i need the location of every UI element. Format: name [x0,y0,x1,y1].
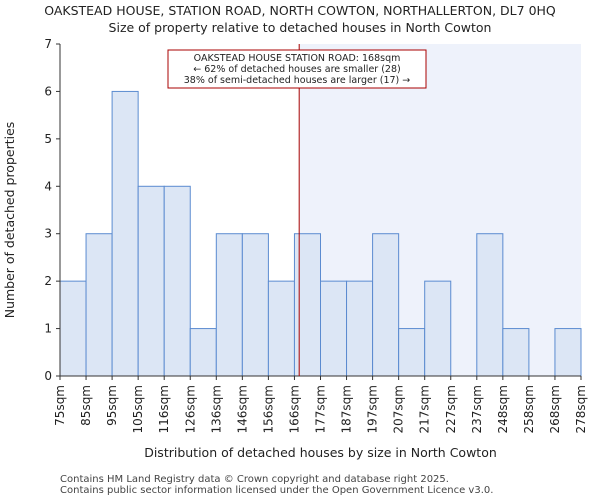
bar-197sqm [372,233,400,377]
annotation-line3: 38% of semi-detached houses are larger (… [184,75,411,86]
x-tick-label-105sqm: 105sqm [131,385,145,433]
bar-248sqm [502,328,530,377]
y-tick-label-7: 7 [44,37,52,51]
bar-85sqm [85,233,113,377]
x-tick-label-217sqm: 217sqm [418,385,432,433]
annotation-line2: ← 62% of detached houses are smaller (28… [193,64,400,75]
chart-title: OAKSTEAD HOUSE, STATION ROAD, NORTH COWT… [44,3,556,18]
x-tick-label-258sqm: 258sqm [522,385,536,433]
x-tick-label-207sqm: 207sqm [392,385,406,433]
bar-126sqm [189,328,217,377]
y-tick-label-0: 0 [44,369,52,383]
bar-177sqm [320,280,348,377]
x-tick-label-268sqm: 268sqm [548,385,562,433]
bar-75sqm [59,280,87,377]
bar-268sqm [554,328,582,377]
bar-146sqm [241,233,269,377]
bar-105sqm [137,185,165,377]
x-tick-label-237sqm: 237sqm [470,385,484,433]
x-tick-label-187sqm: 187sqm [340,385,354,433]
chart-subtitle: Size of property relative to detached ho… [108,20,492,35]
y-axis-title: Number of detached properties [2,122,17,319]
x-tick-label-177sqm: 177sqm [314,385,328,433]
y-tick-label-5: 5 [44,132,52,146]
x-tick-label-75sqm: 75sqm [53,385,67,426]
footer-copyright: Contains HM Land Registry data © Crown c… [60,474,449,485]
bar-237sqm [476,233,504,377]
x-tick-label-227sqm: 227sqm [444,385,458,433]
bar-136sqm [215,233,243,377]
y-tick-label-3: 3 [44,227,52,241]
y-tick-label-2: 2 [44,274,52,288]
bar-187sqm [346,280,374,377]
bar-116sqm [163,185,191,377]
bar-166sqm [293,233,322,377]
bar-95sqm [111,90,139,377]
x-tick-label-146sqm: 146sqm [235,385,249,433]
x-tick-label-197sqm: 197sqm [366,385,380,433]
bar-156sqm [267,280,295,377]
annotation-line1: OAKSTEAD HOUSE STATION ROAD: 168sqm [194,53,401,64]
x-tick-label-156sqm: 156sqm [261,385,275,433]
bar-207sqm [398,328,426,377]
x-tick-label-278sqm: 278sqm [574,385,588,433]
y-tick-label-1: 1 [44,322,52,336]
x-tick-label-85sqm: 85sqm [79,385,93,426]
annotation-box [167,49,427,89]
x-axis-title: Distribution of detached houses by size … [144,445,497,460]
y-tick-label-4: 4 [44,179,52,193]
x-tick-label-166sqm: 166sqm [287,385,301,433]
x-tick-label-126sqm: 126sqm [183,385,197,433]
x-tick-label-136sqm: 136sqm [209,385,223,433]
x-tick-label-248sqm: 248sqm [496,385,510,433]
x-tick-label-116sqm: 116sqm [157,385,171,433]
footer-licence: Contains public sector information licen… [60,485,494,496]
y-tick-label-6: 6 [44,84,52,98]
bar-217sqm [424,280,452,377]
x-tick-label-95sqm: 95sqm [105,385,119,426]
